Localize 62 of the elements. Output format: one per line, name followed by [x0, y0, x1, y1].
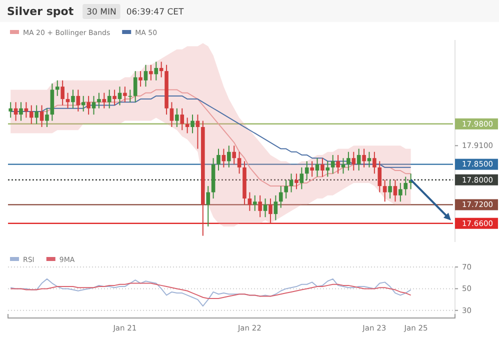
- candlestick: [382, 179, 387, 202]
- text: 06:39:47 CET: [126, 8, 184, 18]
- candlestick: [206, 186, 210, 227]
- candlestick: [372, 151, 376, 174]
- candlestick: [388, 179, 392, 199]
- candlestick: [263, 198, 268, 218]
- candlestick: [138, 70, 142, 88]
- candlestick: [97, 92, 101, 109]
- line-series: [10, 278, 412, 307]
- candlestick: [216, 148, 220, 172]
- candlestick: [284, 179, 288, 199]
- candlestick: [378, 160, 382, 193]
- candlestick: [144, 64, 148, 88]
- candlestick: [190, 114, 194, 134]
- candlestick: [300, 166, 304, 190]
- candlestick: [352, 151, 356, 172]
- candlestick: [81, 95, 86, 112]
- candlestick: [258, 194, 262, 218]
- candlestick: [393, 179, 398, 202]
- candlestick: [86, 95, 90, 116]
- candlestick: [404, 176, 408, 196]
- candlestick: [60, 80, 64, 106]
- candlestick: [268, 198, 272, 224]
- candlestick: [362, 148, 366, 168]
- candlestick: [398, 182, 402, 202]
- candlestick: [252, 194, 257, 212]
- candlestick: [29, 104, 34, 124]
- candlestick: [237, 151, 242, 174]
- candlestick: [320, 158, 324, 178]
- candlestick: [55, 80, 60, 96]
- candlestick: [45, 108, 49, 128]
- chart-title: Silver spot: [7, 5, 74, 18]
- candlestick: [232, 145, 236, 165]
- candlestick: [310, 160, 314, 178]
- candlestick: [71, 89, 75, 109]
- candlestick: [180, 108, 184, 131]
- line-series: [10, 95, 412, 168]
- candlestick: [227, 145, 231, 168]
- candlestick: [34, 104, 38, 124]
- candlestick: [346, 151, 350, 172]
- candlestick: [170, 102, 174, 128]
- candlestick: [133, 70, 138, 103]
- candlestick: [149, 64, 153, 81]
- candlestick: [278, 186, 283, 208]
- candlestick: [123, 86, 127, 103]
- candlestick: [19, 102, 23, 122]
- candlestick: [336, 154, 340, 174]
- candlestick: [294, 173, 298, 190]
- candlestick: [92, 95, 96, 116]
- line-series: [10, 282, 412, 299]
- candlestick: [107, 89, 112, 109]
- candlestick: [304, 160, 309, 180]
- candlestick: [76, 89, 80, 112]
- candlestick: [356, 148, 361, 172]
- candlestick: [330, 154, 335, 174]
- text: 30 MIN: [86, 8, 116, 18]
- candlestick: [40, 104, 44, 128]
- candlestick: [8, 102, 12, 118]
- candlestick: [112, 89, 116, 106]
- candlestick: [175, 108, 179, 128]
- candlestick: [154, 61, 158, 81]
- candlestick: [274, 194, 278, 221]
